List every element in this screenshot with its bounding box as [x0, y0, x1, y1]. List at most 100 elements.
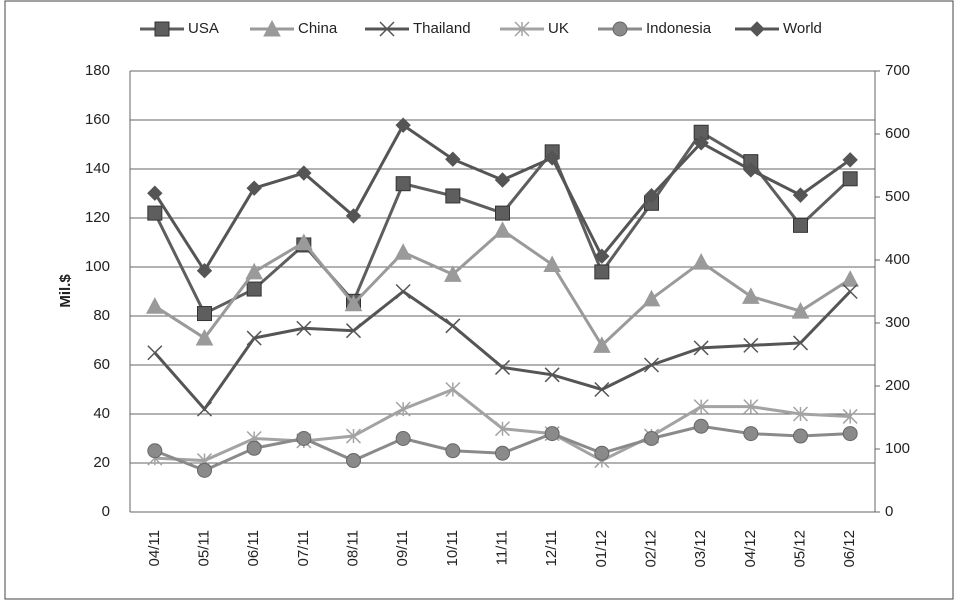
x-tick-label: 02/12 [642, 530, 659, 568]
point [495, 445, 510, 461]
point [741, 287, 760, 304]
legend-label: UK [548, 20, 569, 37]
y-tick-label: 20 [93, 454, 110, 471]
point [245, 262, 263, 280]
point [296, 165, 312, 181]
point [793, 217, 808, 233]
point [792, 335, 809, 351]
point [544, 426, 560, 442]
x-tick-label: 12/11 [543, 530, 560, 566]
point [195, 328, 214, 346]
point [246, 330, 262, 346]
point [692, 253, 711, 270]
point [693, 340, 709, 356]
point [791, 302, 810, 319]
point [594, 445, 610, 461]
legend-marker [612, 21, 628, 37]
point [594, 381, 610, 398]
point [743, 426, 759, 442]
point [246, 281, 262, 297]
point [445, 318, 461, 334]
point [494, 359, 511, 375]
point [445, 443, 461, 459]
point [495, 205, 510, 221]
legend-label: Indonesia [646, 20, 712, 37]
legend-marker [263, 19, 281, 37]
point [345, 323, 362, 339]
point [395, 117, 411, 133]
point [842, 283, 858, 300]
point [345, 208, 362, 224]
point [842, 426, 858, 442]
point [842, 152, 858, 168]
x-tick-label: 10/11 [444, 530, 461, 566]
point [493, 221, 512, 238]
x-tick-label: 06/12 [841, 530, 858, 568]
x-tick-label: 08/11 [344, 530, 361, 566]
point [395, 401, 411, 417]
legend-marker [154, 21, 170, 37]
point [296, 320, 312, 336]
point [543, 255, 562, 273]
point [196, 263, 213, 279]
y-tick-label: 100 [85, 258, 110, 275]
y-tick-label: 160 [85, 111, 110, 128]
point [544, 150, 560, 166]
point [693, 418, 709, 434]
y-axis-label: Mil.$ [57, 274, 74, 308]
point [295, 233, 313, 250]
legend-marker [379, 21, 395, 37]
point [644, 431, 659, 446]
point [196, 401, 213, 417]
x-tick-label: 11/11 [493, 530, 510, 565]
point [395, 176, 411, 192]
point [643, 188, 660, 204]
point [147, 205, 163, 221]
x-tick-label: 07/11 [295, 530, 312, 566]
point [147, 443, 163, 459]
x-tick-label: 01/12 [593, 530, 610, 568]
point [197, 306, 212, 322]
point [841, 270, 860, 287]
point [147, 345, 163, 361]
y2-tick-label: 200 [885, 377, 910, 394]
point [642, 289, 661, 307]
y-tick-label: 140 [85, 160, 110, 177]
legend-label: Thailand [413, 20, 471, 37]
point [792, 406, 809, 422]
point [246, 180, 262, 196]
point [147, 185, 163, 201]
legend-marker [749, 21, 765, 37]
point [594, 248, 610, 264]
point [346, 453, 361, 469]
point [842, 171, 858, 187]
point [544, 367, 560, 383]
x-tick-label: 05/11 [195, 530, 212, 566]
chart-frame [4, 0, 954, 600]
y2-tick-label: 500 [885, 188, 910, 205]
point [743, 337, 759, 353]
point [693, 135, 709, 151]
y2-tick-label: 400 [885, 251, 910, 268]
point [842, 408, 858, 424]
y-tick-label: 0 [102, 503, 110, 520]
point [345, 428, 362, 444]
point [344, 294, 363, 312]
x-tick-label: 04/11 [146, 530, 163, 566]
point [643, 357, 660, 373]
y-tick-label: 120 [85, 209, 110, 226]
legend-label: USA [188, 20, 219, 37]
point [394, 243, 412, 260]
x-tick-label: 05/12 [791, 530, 808, 568]
x-tick-label: 06/11 [245, 530, 262, 566]
y2-tick-label: 700 [885, 62, 910, 79]
point [592, 336, 611, 353]
y2-tick-label: 600 [885, 125, 910, 142]
x-tick-label: 03/12 [692, 530, 709, 568]
point [693, 399, 709, 415]
point [395, 283, 411, 300]
y-tick-label: 180 [85, 62, 110, 79]
x-tick-label: 04/12 [742, 530, 759, 568]
y2-tick-label: 100 [885, 440, 910, 457]
